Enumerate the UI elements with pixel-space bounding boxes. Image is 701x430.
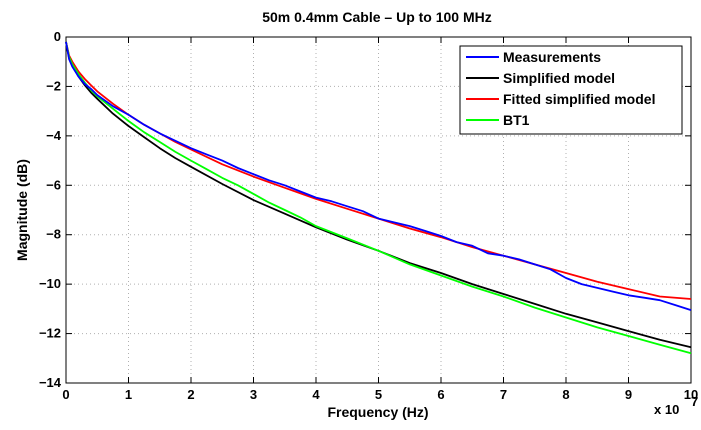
legend-label: Measurements bbox=[503, 49, 601, 65]
x-tick-label: 4 bbox=[312, 387, 320, 402]
x-tick-label: 1 bbox=[125, 387, 132, 402]
x-tick-label: 5 bbox=[375, 387, 382, 402]
x-tick-label: 2 bbox=[187, 387, 194, 402]
x-tick-label: 8 bbox=[562, 387, 569, 402]
x-tick-label: 7 bbox=[500, 387, 507, 402]
x-exponent-label: x 10 7 bbox=[654, 394, 698, 417]
x-tick-label: 0 bbox=[62, 387, 69, 402]
legend: Measurements Simplified model Fitted simpl… bbox=[460, 46, 682, 134]
y-tick-label: −4 bbox=[46, 128, 62, 143]
y-axis-title: Magnitude (dB) bbox=[14, 159, 30, 261]
y-tick-label: −14 bbox=[39, 375, 62, 390]
x-tick-label: 3 bbox=[250, 387, 257, 402]
y-tick-label: −2 bbox=[46, 78, 61, 93]
legend-label: Fitted simplified model bbox=[503, 91, 655, 107]
y-tick-label: −8 bbox=[46, 227, 61, 242]
y-tick-label: −10 bbox=[39, 276, 61, 291]
x-axis-title: Frequency (Hz) bbox=[327, 404, 428, 420]
x-exponent-base: x 10 bbox=[654, 402, 679, 417]
x-tick-label: 9 bbox=[625, 387, 632, 402]
legend-label: BT1 bbox=[503, 112, 530, 128]
y-tick-label: −6 bbox=[46, 177, 61, 192]
y-tick-label: 0 bbox=[54, 29, 61, 44]
y-tick-label: −12 bbox=[39, 326, 61, 341]
y-tick-labels: 0 −2 −4 −6 −8 −10 −12 −14 bbox=[39, 29, 62, 390]
x-exponent-power: 7 bbox=[691, 394, 698, 409]
x-tick-labels: 0 1 2 3 4 5 6 7 8 9 10 bbox=[62, 387, 698, 402]
chart-title: 50m 0.4mm Cable – Up to 100 MHz bbox=[262, 9, 492, 25]
legend-label: Simplified model bbox=[503, 70, 615, 86]
x-tick-label: 6 bbox=[437, 387, 444, 402]
